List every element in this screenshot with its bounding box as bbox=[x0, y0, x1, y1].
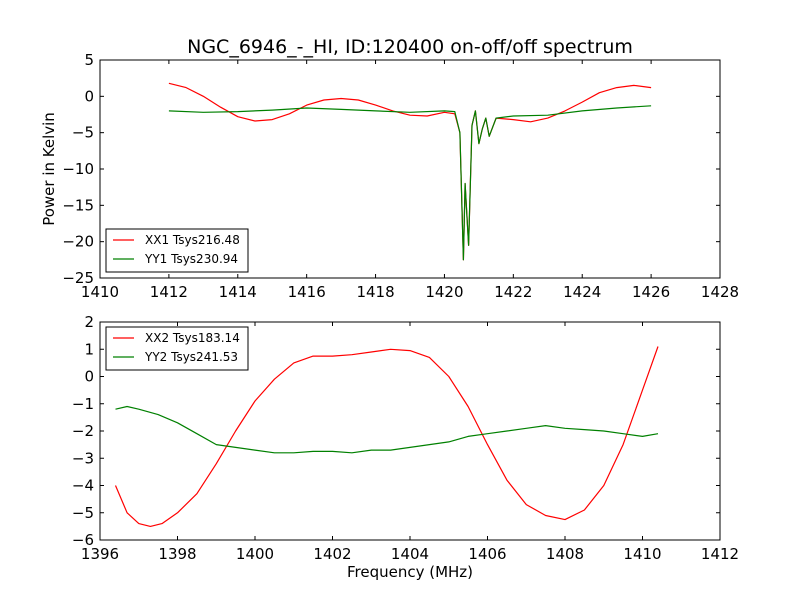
x-tick-label: 1418 bbox=[356, 283, 394, 301]
top-plot-frame bbox=[99, 59, 721, 279]
bottom-legend-box bbox=[105, 326, 249, 371]
series-line-xx2 bbox=[114, 346, 659, 528]
x-tick-label: 1410 bbox=[623, 545, 661, 563]
y-tick-label: −25 bbox=[62, 269, 94, 287]
x-tick-label: 1400 bbox=[236, 545, 274, 563]
x-tick-label: 1412 bbox=[150, 283, 188, 301]
top-y-axis-label: Power in Kelvin bbox=[40, 112, 58, 226]
y-tick-label: −5 bbox=[72, 124, 94, 142]
bottom-spectrum-panel: 1396 1398 1400 1402 1404 1406 1408 1410 1412 2 1 0 −… bbox=[72, 313, 739, 581]
top-legend-box bbox=[105, 228, 249, 273]
y-tick-label: −2 bbox=[72, 422, 94, 440]
x-tick-label: 1408 bbox=[546, 545, 584, 563]
x-tick-label: 1420 bbox=[425, 283, 463, 301]
top-legend: XX1 Tsys216.48 YY1 Tsys230.94 bbox=[105, 228, 249, 273]
bottom-axis-ticks: 1396 1398 1400 1402 1404 1406 1408 1410 1412 2 1 0 −… bbox=[72, 313, 739, 563]
legend-label-xx1: XX1 Tsys216.48 bbox=[145, 233, 240, 247]
x-tick-label: 1426 bbox=[632, 283, 670, 301]
y-tick-label: 5 bbox=[84, 51, 94, 69]
x-tick-label: 1404 bbox=[391, 545, 429, 563]
x-tick-label: 1422 bbox=[494, 283, 532, 301]
y-tick-label: 2 bbox=[84, 313, 94, 331]
y-tick-label: 0 bbox=[84, 87, 94, 105]
legend-label-yy1: YY1 Tsys230.94 bbox=[144, 252, 238, 266]
x-tick-label: 1396 bbox=[81, 545, 119, 563]
y-tick-label: 0 bbox=[84, 368, 94, 386]
y-tick-label: −1 bbox=[72, 395, 94, 413]
x-tick-label: 1416 bbox=[288, 283, 326, 301]
x-tick-label: 1428 bbox=[701, 283, 739, 301]
x-tick-label: 1410 bbox=[81, 283, 119, 301]
chart-title: NGC_6946_-_HI, ID:120400 on-off/off spec… bbox=[187, 36, 633, 58]
legend-label-xx2: XX2 Tsys183.14 bbox=[145, 331, 240, 345]
x-tick-label: 1398 bbox=[158, 545, 196, 563]
bottom-series-group bbox=[114, 346, 659, 528]
x-tick-label: 1402 bbox=[313, 545, 351, 563]
bottom-x-axis-label: Frequency (MHz) bbox=[347, 563, 473, 581]
x-tick-label: 1414 bbox=[219, 283, 257, 301]
y-tick-label: −15 bbox=[62, 196, 94, 214]
y-tick-label: −5 bbox=[72, 504, 94, 522]
bottom-plot-frame bbox=[99, 321, 721, 541]
y-tick-label: −4 bbox=[72, 477, 94, 495]
y-tick-label: −6 bbox=[72, 531, 94, 549]
x-tick-label: 1424 bbox=[563, 283, 601, 301]
top-axis-ticks: 1410 1412 1414 1416 1418 1420 1422 1424 1426 1428… bbox=[62, 51, 739, 301]
x-tick-label: 1412 bbox=[701, 545, 739, 563]
y-tick-label: −20 bbox=[62, 233, 94, 251]
top-series-group bbox=[168, 82, 652, 261]
series-line-yy2 bbox=[115, 405, 659, 454]
legend-label-yy2: YY2 Tsys241.53 bbox=[144, 350, 238, 364]
top-spectrum-panel: 1410 1412 1414 1416 1418 1420 1422 1424 1426 1428… bbox=[40, 51, 739, 301]
y-tick-label: −10 bbox=[62, 160, 94, 178]
bottom-legend: XX2 Tsys183.14 YY2 Tsys241.53 bbox=[105, 326, 249, 371]
x-tick-label: 1406 bbox=[468, 545, 506, 563]
y-tick-label: 1 bbox=[84, 340, 94, 358]
y-tick-label: −3 bbox=[72, 449, 94, 467]
series-line-yy1 bbox=[168, 105, 652, 261]
